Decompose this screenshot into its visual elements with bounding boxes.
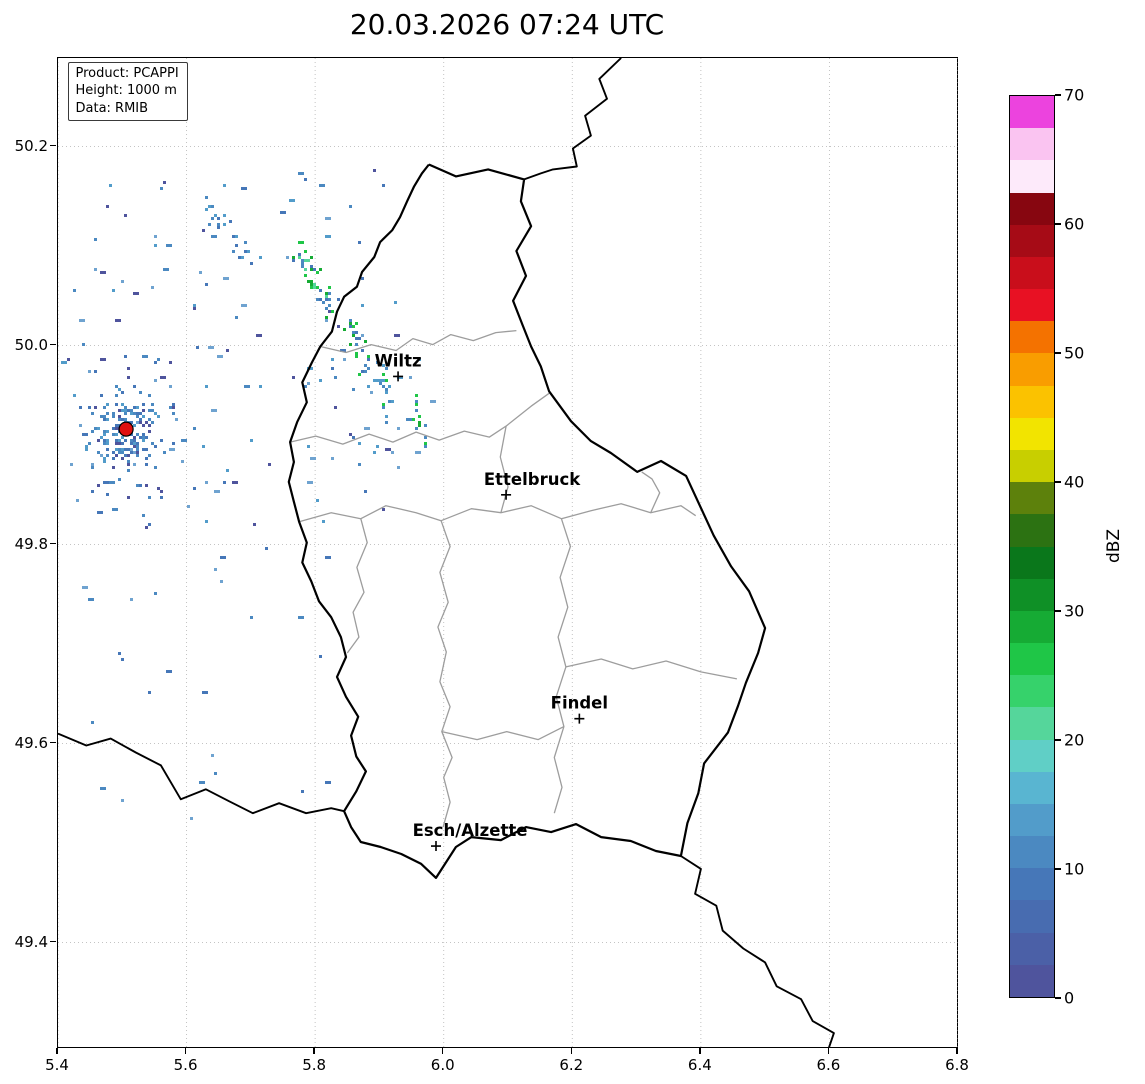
colorbar-segment: [1010, 480, 1054, 515]
x-tick-mark: [442, 1048, 444, 1054]
colorbar: [1009, 95, 1055, 998]
city-marker: [500, 489, 511, 500]
colorbar-segment: [1010, 96, 1054, 129]
y-tick-mark: [50, 940, 56, 943]
colorbar-segment: [1010, 769, 1054, 804]
info-height-line: Height: 1000 m: [75, 83, 177, 99]
grid-lines: [57, 57, 958, 1048]
map-plot: Wiltz Ettelbruck Findel Esch/Alzette Produc…: [56, 56, 958, 1048]
colorbar-tick-label: 40: [1064, 472, 1085, 492]
colorbar-tick-mark: [1055, 481, 1061, 483]
colorbar-swatches: [1010, 96, 1054, 997]
city-markers: Wiltz Ettelbruck Findel Esch/Alzette: [374, 351, 608, 851]
colorbar-segment: [1010, 963, 1054, 997]
city-marker: [573, 713, 584, 724]
colorbar-segment: [1010, 576, 1054, 611]
external-borders: [57, 57, 835, 1048]
figure-title: 20.03.2026 07:24 UTC: [349, 8, 665, 41]
colorbar-segment: [1010, 158, 1054, 193]
colorbar-tick-mark: [1055, 610, 1061, 612]
radar-site-marker: [117, 421, 134, 437]
colorbar-segment: [1010, 705, 1054, 740]
x-tick-label: 6.6: [816, 1056, 841, 1074]
colorbar-segment: [1010, 866, 1054, 901]
x-tick-label: 6.2: [559, 1056, 584, 1074]
colorbar-tick-label: 70: [1064, 85, 1085, 105]
city-label: Findel: [550, 693, 607, 712]
y-tick-label: 49.8: [14, 534, 48, 553]
colorbar-segment: [1010, 834, 1054, 869]
district-borders: [289, 329, 737, 827]
colorbar-label: dBZ: [1104, 528, 1124, 564]
city-marker: [430, 840, 441, 851]
country-border: [287, 162, 766, 879]
colorbar-tick-mark: [1055, 352, 1061, 354]
x-tick-mark: [56, 1048, 58, 1054]
colorbar-segment: [1010, 512, 1054, 547]
colorbar-segment: [1010, 737, 1054, 772]
colorbar-tick-mark: [1055, 94, 1061, 96]
y-tick-mark: [50, 741, 56, 744]
x-tick-mark: [313, 1048, 315, 1054]
city-marker: [392, 370, 403, 381]
colorbar-tick-label: 30: [1064, 601, 1085, 621]
x-tick-label: 5.6: [173, 1056, 198, 1074]
y-tick-mark: [50, 542, 56, 545]
x-tick-mark: [570, 1048, 572, 1054]
city-label: Ettelbruck: [483, 469, 580, 488]
x-tick-label: 6.0: [430, 1056, 455, 1074]
x-tick-label: 5.4: [45, 1056, 69, 1074]
colorbar-segment: [1010, 126, 1054, 161]
y-tick-label: 50.0: [14, 335, 48, 354]
colorbar-segment: [1010, 802, 1054, 837]
colorbar-segment: [1010, 898, 1054, 933]
colorbar-tick-mark: [1055, 739, 1061, 741]
colorbar-tick-label: 0: [1064, 988, 1075, 1008]
y-tick-mark: [50, 144, 56, 147]
radar-map-canvas: Wiltz Ettelbruck Findel Esch/Alzette: [57, 57, 958, 1048]
x-tick-label: 6.8: [945, 1056, 969, 1074]
colorbar-segment: [1010, 448, 1054, 483]
colorbar-segment: [1010, 609, 1054, 644]
colorbar-tick-label: 20: [1064, 730, 1085, 750]
colorbar-segment: [1010, 287, 1054, 322]
y-tick-label: 49.6: [14, 733, 48, 752]
city-label: Wiltz: [374, 351, 421, 370]
colorbar-segment: [1010, 319, 1054, 354]
colorbar-segment: [1010, 416, 1054, 450]
x-tick-label: 6.4: [687, 1056, 712, 1074]
product-info-box: Product: PCAPPI Height: 1000 m Data: RMI…: [67, 61, 188, 122]
x-tick-mark: [184, 1048, 187, 1054]
colorbar-tick-mark: [1055, 868, 1061, 870]
colorbar-segment: [1010, 255, 1054, 290]
x-tick-mark: [827, 1048, 830, 1054]
colorbar-tick-mark: [1055, 223, 1061, 225]
x-tick-label: 5.8: [302, 1056, 327, 1074]
colorbar-tick-label: 10: [1064, 859, 1085, 879]
info-data-source-line: Data: RMIB: [75, 100, 149, 116]
y-tick-mark: [50, 343, 56, 346]
colorbar-segment: [1010, 351, 1054, 386]
y-tick-label: 49.4: [14, 932, 48, 951]
colorbar-segment: [1010, 544, 1054, 579]
y-tick-label: 50.2: [14, 136, 48, 155]
colorbar-segment: [1010, 383, 1054, 418]
radar-echoes: [60, 168, 436, 820]
city-label: Esch/Alzette: [412, 821, 527, 840]
colorbar-segment: [1010, 673, 1054, 708]
info-product-line: Product: PCAPPI: [75, 65, 179, 81]
colorbar-segment: [1010, 190, 1054, 225]
colorbar-tick-mark: [1055, 997, 1061, 999]
x-tick-mark: [956, 1048, 958, 1054]
colorbar-segment: [1010, 641, 1054, 676]
colorbar-tick-label: 50: [1064, 343, 1085, 363]
colorbar-segment: [1010, 930, 1054, 965]
x-tick-mark: [699, 1048, 701, 1054]
colorbar-tick-label: 60: [1064, 214, 1085, 234]
colorbar-segment: [1010, 222, 1054, 257]
